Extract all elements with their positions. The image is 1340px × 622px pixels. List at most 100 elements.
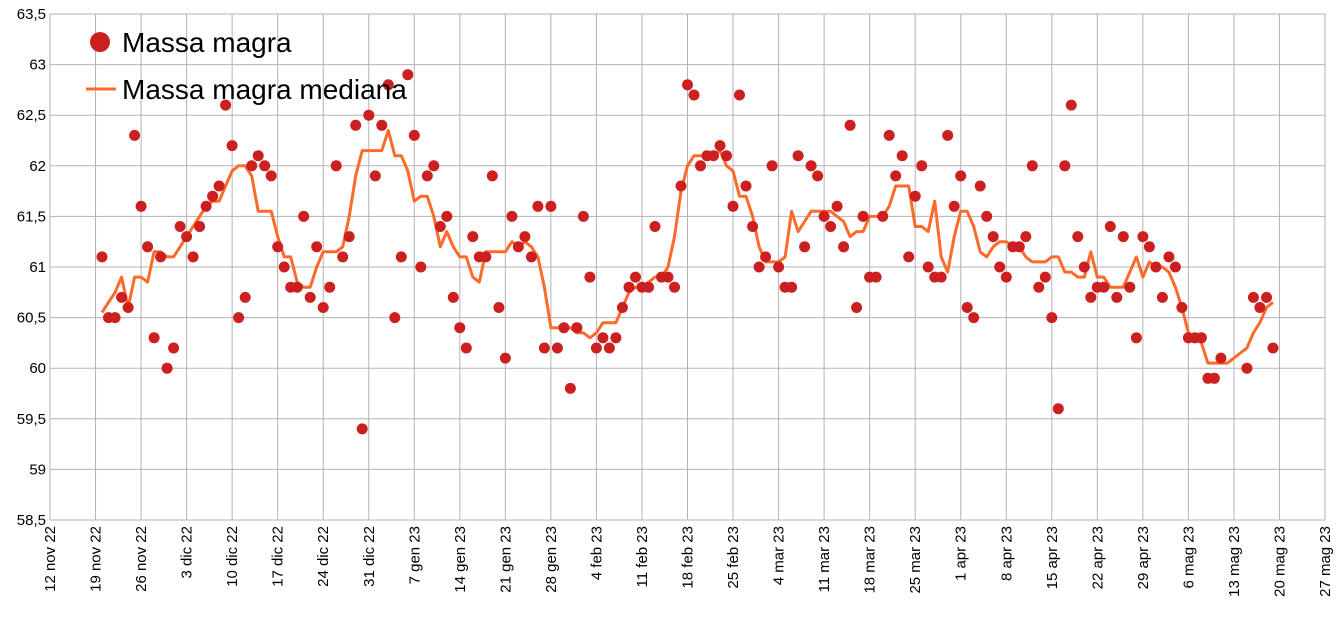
data-point	[1104, 221, 1116, 232]
data-point	[467, 231, 479, 243]
x-tick-label: 31 dic 22	[361, 526, 378, 587]
data-point	[643, 281, 654, 293]
data-point	[168, 342, 180, 354]
data-point	[662, 271, 674, 283]
data-point	[844, 119, 856, 131]
data-point	[506, 210, 518, 222]
data-point	[799, 241, 811, 253]
data-point	[239, 291, 251, 303]
x-tick-label: 21 gen 23	[497, 526, 514, 593]
data-point	[408, 129, 420, 141]
data-point	[942, 129, 954, 141]
y-tick-label: 58,5	[17, 512, 46, 529]
data-point	[584, 271, 596, 283]
data-point	[161, 362, 173, 374]
x-tick-label: 15 apr 23	[1044, 526, 1061, 589]
data-point	[233, 312, 245, 324]
data-point	[1267, 342, 1279, 354]
data-point	[525, 251, 537, 263]
data-point	[207, 190, 219, 202]
data-point	[486, 170, 498, 182]
data-point	[1215, 352, 1227, 364]
data-point	[278, 261, 290, 273]
x-tick-label: 19 nov 22	[88, 526, 105, 592]
x-tick-label: 11 mar 23	[816, 526, 833, 592]
data-point	[382, 79, 394, 91]
data-point	[1000, 271, 1012, 283]
data-point	[753, 261, 765, 273]
y-tick-label: 61	[29, 259, 46, 276]
x-tick-label: 18 mar 23	[862, 526, 879, 594]
data-point	[1098, 281, 1110, 293]
x-tick-label: 22 apr 23	[1089, 526, 1106, 589]
data-point	[1150, 261, 1162, 273]
data-point	[747, 221, 759, 232]
data-point	[213, 180, 225, 192]
data-point	[571, 322, 583, 334]
data-point	[727, 200, 739, 212]
data-point	[532, 200, 544, 212]
data-point	[194, 221, 206, 232]
data-point	[1026, 160, 1038, 172]
data-point	[597, 332, 609, 344]
data-point	[480, 251, 492, 263]
x-tick-label: 4 mar 23	[771, 526, 788, 585]
data-point	[402, 69, 414, 81]
data-point	[369, 170, 381, 182]
x-tick-label: 1 apr 23	[953, 526, 970, 581]
x-tick-label: 24 dic 22	[315, 526, 332, 587]
data-point	[766, 160, 778, 172]
data-point	[695, 160, 706, 172]
x-tick-label: 14 gen 23	[452, 526, 469, 593]
y-tick-label: 63	[29, 57, 46, 74]
x-tick-label: 25 mar 23	[907, 526, 924, 594]
data-point	[948, 200, 960, 212]
data-point	[538, 342, 550, 354]
data-point	[350, 119, 362, 131]
data-point	[519, 231, 531, 243]
data-point	[838, 241, 850, 253]
data-point	[356, 423, 368, 435]
data-point	[577, 210, 589, 222]
data-point	[363, 109, 375, 121]
data-point	[760, 251, 772, 263]
data-point	[1078, 261, 1090, 273]
data-point	[1065, 99, 1077, 111]
data-point	[909, 190, 921, 202]
data-point	[415, 261, 427, 273]
data-point	[1261, 291, 1272, 303]
data-point	[851, 302, 863, 313]
y-tick-label: 59,5	[17, 411, 46, 428]
data-point	[1085, 291, 1097, 303]
data-point	[786, 281, 798, 293]
legend: Massa magra Massa magra mediana	[86, 27, 407, 105]
data-point	[460, 342, 472, 354]
data-point	[1052, 403, 1064, 415]
data-point	[1163, 251, 1175, 263]
data-point	[493, 302, 505, 313]
data-point	[226, 140, 238, 152]
data-point	[1039, 271, 1051, 283]
y-tick-label: 59	[29, 461, 46, 478]
data-point	[610, 332, 622, 344]
legend-label-massa-magra: Massa magra	[122, 27, 292, 58]
data-point	[603, 342, 615, 354]
data-point	[955, 170, 967, 182]
data-point	[1156, 291, 1168, 303]
x-tick-label: 6 mag 23	[1180, 526, 1197, 589]
x-tick-label: 11 feb 23	[634, 526, 651, 587]
data-point	[291, 281, 303, 293]
data-point	[499, 352, 511, 364]
x-tick-label: 27 mag 23	[1317, 526, 1334, 597]
data-point	[1117, 231, 1129, 243]
x-tick-label: 10 dic 22	[224, 526, 241, 587]
x-tick-label: 17 dic 22	[270, 526, 287, 587]
data-point	[1247, 291, 1259, 303]
data-point	[1254, 302, 1266, 313]
data-point	[545, 200, 557, 212]
data-point	[181, 231, 193, 243]
data-point	[187, 251, 199, 263]
data-point	[155, 251, 167, 263]
data-point	[903, 251, 915, 263]
data-point	[343, 231, 355, 243]
